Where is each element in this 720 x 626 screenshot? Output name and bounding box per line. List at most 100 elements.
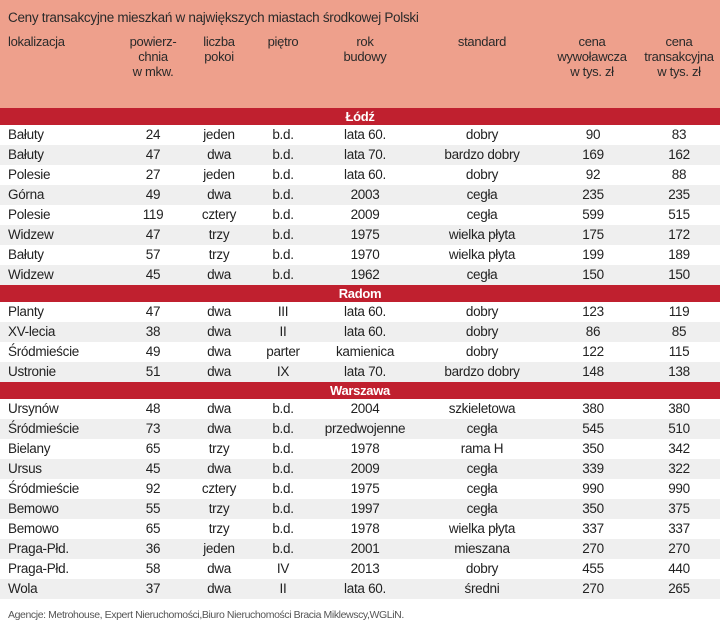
cell-year: 1962 xyxy=(314,265,416,285)
cell-transaction-price: 85 xyxy=(638,322,720,342)
cell-standard: średni xyxy=(416,579,548,599)
cell-year: lata 60. xyxy=(314,579,416,599)
cell-asking-price: 175 xyxy=(548,225,638,245)
cell-location: Polesie xyxy=(8,207,51,222)
column-header-area: powierz- chnia w mkw. xyxy=(129,34,177,79)
cell-area: 55 xyxy=(120,499,186,519)
cell-area: 51 xyxy=(120,362,186,382)
cell-area: 73 xyxy=(120,419,186,439)
cell-rooms: dwa xyxy=(207,401,231,416)
cell-transaction-price: 510 xyxy=(638,419,720,439)
cell-asking-price: 90 xyxy=(585,127,601,142)
column-header-asking-price: cena wywoławcza w tys. zł xyxy=(557,34,627,79)
cell-rooms: jeden xyxy=(186,539,252,559)
cell-rooms: jeden xyxy=(203,127,235,142)
cell-rooms: jeden xyxy=(203,167,235,182)
cell-standard: cegła xyxy=(416,499,548,519)
cell-transaction-price: 189 xyxy=(668,247,690,262)
table-row: Bielany 65 trzy b.d. 1978 rama H 350 342 xyxy=(0,439,720,459)
cell-standard: wielka płyta xyxy=(416,225,548,245)
cell-rooms: dwa xyxy=(186,322,252,342)
cell-transaction-price: 342 xyxy=(668,441,690,456)
city-name: Radom xyxy=(0,285,720,302)
cell-floor: b.d. xyxy=(252,419,314,439)
table-row: Bemowo 55 trzy b.d. 1997 cegła 350 375 xyxy=(0,499,720,519)
cell-asking-price: 380 xyxy=(582,401,604,416)
cell-transaction-price: 337 xyxy=(668,521,690,536)
cell-area: 47 xyxy=(145,304,161,319)
cell-transaction-price: 235 xyxy=(638,185,720,205)
cell-year: 2013 xyxy=(350,561,380,576)
cell-asking-price: 270 xyxy=(548,539,638,559)
cell-area: 45 xyxy=(120,459,186,479)
cell-asking-price: 148 xyxy=(548,362,638,382)
cell-asking-price: 92 xyxy=(585,167,601,182)
cell-standard: dobry xyxy=(465,304,499,319)
cell-year: 1997 xyxy=(314,499,416,519)
cell-year: 1975 xyxy=(350,481,380,496)
cell-area: 48 xyxy=(145,401,161,416)
cell-area: 57 xyxy=(145,247,161,262)
cell-location: XV-lecia xyxy=(0,322,120,342)
cell-floor: b.d. xyxy=(252,265,314,285)
cell-asking-price: 123 xyxy=(582,304,604,319)
cell-rooms: cztery xyxy=(201,481,237,496)
cell-floor: b.d. xyxy=(252,459,314,479)
cell-standard: dobry xyxy=(416,322,548,342)
cell-rooms: dwa xyxy=(186,265,252,285)
cell-rooms: trzy xyxy=(208,521,230,536)
cell-year: lata 60. xyxy=(344,127,386,142)
city-header: Warszawa xyxy=(0,382,720,399)
column-header-location: lokalizacja xyxy=(8,34,65,49)
cell-area: 92 xyxy=(145,481,161,496)
cell-location: Bielany xyxy=(8,441,51,456)
cell-location: Bemowo xyxy=(8,521,59,536)
cell-area: 119 xyxy=(142,207,164,222)
cell-floor: b.d. xyxy=(252,185,314,205)
cell-rooms: trzy xyxy=(186,499,252,519)
table-row: Górna 49 dwa b.d. 2003 cegła 235 235 xyxy=(0,185,720,205)
cell-asking-price: 86 xyxy=(548,322,638,342)
cell-rooms: cztery xyxy=(201,207,237,222)
cell-asking-price: 455 xyxy=(582,561,604,576)
cell-location: Planty xyxy=(8,304,44,319)
cell-area: 65 xyxy=(145,441,161,456)
cell-floor: b.d. xyxy=(252,145,314,165)
cell-area: 24 xyxy=(145,127,161,142)
cell-standard: rama H xyxy=(460,441,504,456)
cell-standard: bardzo dobry xyxy=(416,145,548,165)
table-row: Śródmieście 92 cztery b.d. 1975 cegła 990 990 xyxy=(0,479,720,499)
table-row: Planty 47 dwa III lata 60. dobry 123 119 xyxy=(0,302,720,322)
cell-transaction-price: 162 xyxy=(638,145,720,165)
cell-standard: dobry xyxy=(465,127,499,142)
table-row: Polesie 119 cztery b.d. 2009 cegła 599 515 xyxy=(0,205,720,225)
table-row: Ursus 45 dwa b.d. 2009 cegła 339 322 xyxy=(0,459,720,479)
cell-floor: II xyxy=(252,322,314,342)
cell-year: lata 70. xyxy=(314,362,416,382)
cell-floor: b.d. xyxy=(252,499,314,519)
cell-transaction-price: 265 xyxy=(638,579,720,599)
cell-floor: b.d. xyxy=(272,521,294,536)
column-header-year: rok budowy xyxy=(343,34,387,64)
cell-location: Bałuty xyxy=(0,145,120,165)
cell-asking-price: 169 xyxy=(548,145,638,165)
cell-floor: IX xyxy=(252,362,314,382)
cell-transaction-price: 119 xyxy=(668,304,690,319)
cell-rooms: trzy xyxy=(186,225,252,245)
table-row: Polesie 27 jeden b.d. lata 60. dobry 92 88 xyxy=(0,165,720,185)
cell-floor: b.d. xyxy=(272,441,294,456)
table-row: Śródmieście 49 dwa parter kamienica dobry 122 1… xyxy=(0,342,720,362)
cell-floor: b.d. xyxy=(272,167,294,182)
cell-location: Śródmieście xyxy=(8,344,79,359)
cell-standard: cegła xyxy=(416,185,548,205)
cell-floor: II xyxy=(252,579,314,599)
cell-rooms: dwa xyxy=(186,419,252,439)
cell-area: 49 xyxy=(120,185,186,205)
cell-asking-price: 599 xyxy=(582,207,604,222)
cell-asking-price: 350 xyxy=(548,499,638,519)
cell-floor: b.d. xyxy=(272,401,294,416)
cell-asking-price: 199 xyxy=(582,247,604,262)
cell-rooms: dwa xyxy=(186,459,252,479)
cell-transaction-price: 172 xyxy=(638,225,720,245)
cell-standard: wielka płyta xyxy=(448,521,516,536)
